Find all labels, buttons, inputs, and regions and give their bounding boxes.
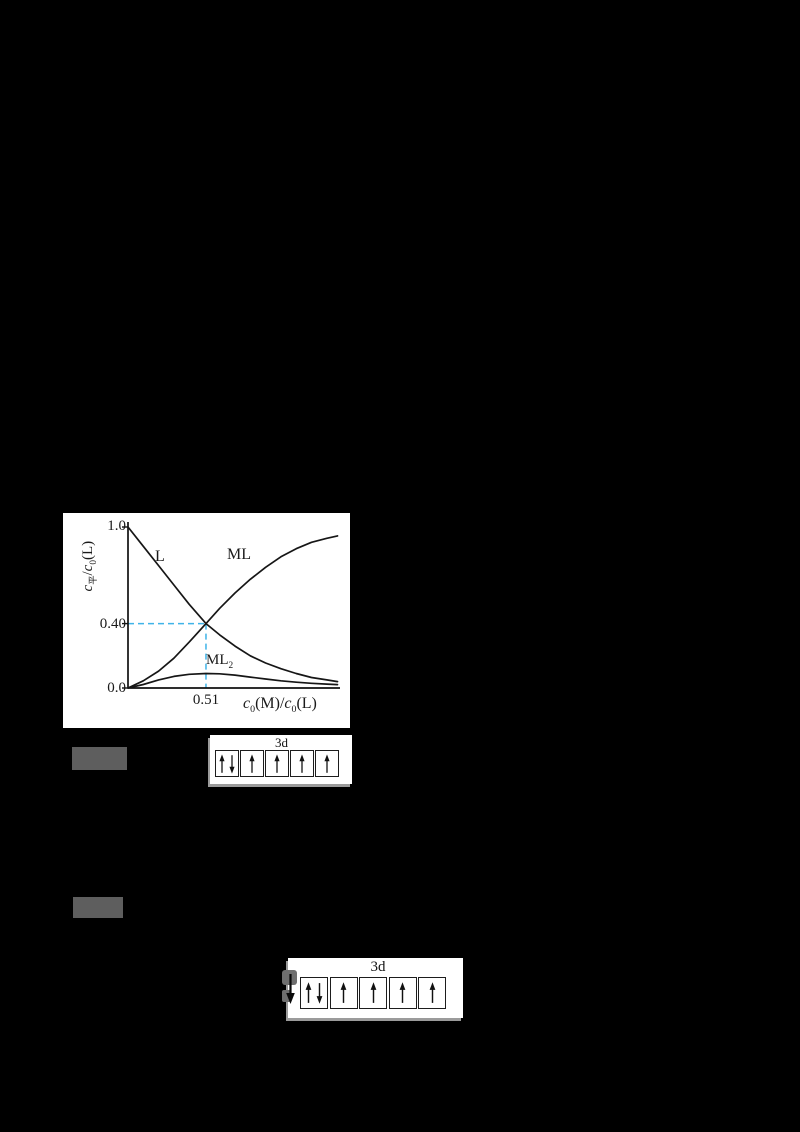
redacted-answer-badge-2[interactable] bbox=[73, 897, 123, 918]
orbital-diagram-3d-1: 3d bbox=[210, 735, 352, 784]
curve-ML2 bbox=[127, 672, 339, 689]
orbital-subshell-label: 3d bbox=[275, 735, 288, 750]
curve-L bbox=[127, 526, 339, 683]
up-arrow-icon bbox=[370, 982, 376, 1003]
orbital-subshell-label: 3d bbox=[370, 959, 386, 975]
up-arrow-icon bbox=[324, 753, 330, 773]
blurred-blue-text bbox=[76, 900, 120, 915]
y-tick-label-1.0: 1.0 bbox=[107, 518, 126, 534]
orbital-box bbox=[290, 750, 314, 777]
orbital-box bbox=[359, 977, 387, 1009]
orbital-box bbox=[315, 750, 339, 777]
y-tick-label-0.0: 0.0 bbox=[107, 680, 126, 696]
up-arrow-icon bbox=[305, 982, 312, 1003]
up-arrow-icon bbox=[249, 753, 255, 773]
up-arrow-icon bbox=[219, 753, 225, 773]
x-tick-label-0.51: 0.51 bbox=[192, 692, 220, 708]
speciation-distribution-chart: 1.0 0.40 0.0 0.51 c平/c0(L) c0(M)/c0(L) L… bbox=[63, 513, 350, 728]
up-arrow-icon bbox=[340, 982, 347, 1003]
blurred-blue-text bbox=[75, 750, 124, 767]
orbital-box bbox=[215, 750, 239, 777]
orbital-box-row bbox=[300, 977, 446, 1009]
y-axis-label: c平/c0(L) bbox=[79, 540, 99, 592]
redacted-answer-badge-1[interactable] bbox=[72, 747, 127, 770]
y-tick-label-0.40: 0.40 bbox=[99, 616, 126, 632]
orbital-box bbox=[329, 977, 358, 1009]
orbital-box bbox=[388, 977, 417, 1009]
x-axis-label: c0(M)/c0(L) bbox=[243, 695, 317, 716]
gray-blob bbox=[282, 990, 291, 1002]
orbital-box bbox=[265, 750, 289, 777]
orbital-box bbox=[418, 977, 446, 1009]
curve-label-ML: ML bbox=[227, 546, 251, 563]
orbital-box-row bbox=[215, 750, 339, 777]
down-arrow-icon bbox=[229, 754, 235, 774]
orbital-box bbox=[300, 977, 328, 1009]
curve-ML bbox=[127, 535, 339, 689]
up-arrow-icon bbox=[399, 982, 406, 1003]
cropped-edge-glyph bbox=[282, 970, 300, 1006]
up-arrow-icon bbox=[274, 753, 280, 773]
curve-label-ML2: ML2 bbox=[206, 652, 234, 671]
curve-label-L: L bbox=[155, 548, 165, 565]
up-arrow-icon bbox=[299, 753, 305, 773]
down-arrow-icon bbox=[316, 983, 323, 1004]
chart-plot-area bbox=[122, 522, 340, 689]
orbital-diagram-3d-2: 3d bbox=[282, 958, 463, 1018]
up-arrow-icon bbox=[429, 982, 435, 1003]
down-arrow-icon bbox=[286, 974, 295, 1004]
orbital-box bbox=[240, 750, 264, 777]
